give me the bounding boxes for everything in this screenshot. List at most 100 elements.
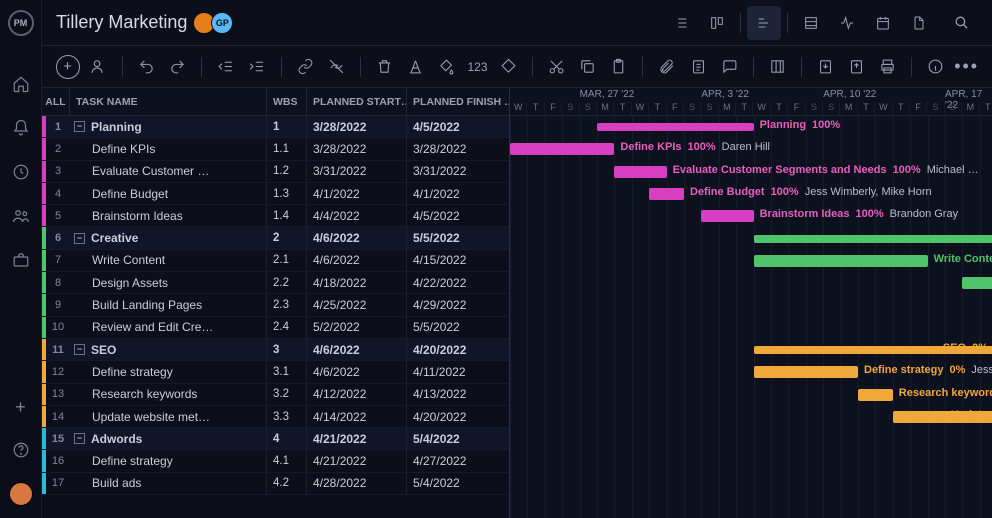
view-list-icon[interactable]: [664, 6, 698, 40]
table-row[interactable]: 7Write Content2.14/6/20224/15/2022: [42, 250, 509, 272]
gantt-bar[interactable]: [597, 123, 754, 131]
more-button[interactable]: •••: [953, 53, 980, 81]
day-label: S: [684, 102, 701, 115]
cut-button[interactable]: [543, 53, 570, 81]
note-button[interactable]: [685, 53, 712, 81]
collapse-icon[interactable]: −: [74, 433, 85, 444]
table-row[interactable]: 3Evaluate Customer …1.23/31/20223/31/202…: [42, 161, 509, 183]
view-sheet-icon[interactable]: [794, 6, 828, 40]
gantt-row: Brainstorm Ideas100%Brandon Gray: [510, 205, 992, 227]
home-icon[interactable]: [11, 74, 31, 94]
task-name: Write Content: [92, 253, 165, 267]
table-row[interactable]: 2Define KPIs1.13/28/20223/28/2022: [42, 138, 509, 160]
col-task[interactable]: TASK NAME: [70, 88, 267, 115]
main-column: Tillery Marketing GP +: [42, 0, 992, 518]
delete-button[interactable]: [371, 53, 398, 81]
add-icon[interactable]: +: [15, 397, 26, 418]
col-wbs[interactable]: WBS: [267, 88, 307, 115]
table-row[interactable]: 14Update website met…3.34/14/20224/20/20…: [42, 406, 509, 428]
table-row[interactable]: 9Build Landing Pages2.34/25/20224/29/202…: [42, 294, 509, 316]
add-task-button[interactable]: +: [54, 53, 81, 81]
info-button[interactable]: [922, 53, 949, 81]
add-user-button[interactable]: [85, 53, 112, 81]
gantt-row: Evaluate Customer Segments and Needs100%…: [510, 161, 992, 183]
text-style-button[interactable]: [402, 53, 429, 81]
task-name: Update website met…: [92, 410, 210, 424]
search-icon[interactable]: [944, 6, 978, 40]
task-name: Define strategy: [92, 365, 173, 379]
day-label: F: [910, 102, 927, 115]
view-calendar-icon[interactable]: [866, 6, 900, 40]
fill-button[interactable]: [433, 53, 460, 81]
unlink-button[interactable]: [323, 53, 350, 81]
columns-button[interactable]: [764, 53, 791, 81]
people-icon[interactable]: [11, 206, 31, 226]
briefcase-icon[interactable]: [11, 250, 31, 270]
gantt-bar[interactable]: [858, 389, 893, 401]
day-label: M: [719, 102, 736, 115]
export-button[interactable]: [843, 53, 870, 81]
day-label: M: [840, 102, 857, 115]
gantt-bar[interactable]: [754, 255, 928, 267]
table-row[interactable]: 15−Adwords44/21/20225/4/2022: [42, 428, 509, 450]
gantt-row: Define KPIs100%Daren Hill: [510, 138, 992, 160]
outdent-button[interactable]: [212, 53, 239, 81]
table-row[interactable]: 13Research keywords3.24/12/20224/13/2022: [42, 384, 509, 406]
copy-button[interactable]: [574, 53, 601, 81]
undo-button[interactable]: [133, 53, 160, 81]
gantt-canvas[interactable]: Planning100%Define KPIs100%Daren HillEva…: [510, 116, 992, 518]
collapse-icon[interactable]: −: [74, 344, 85, 355]
table-row[interactable]: 5Brainstorm Ideas1.44/4/20224/5/2022: [42, 205, 509, 227]
collapse-icon[interactable]: −: [74, 233, 85, 244]
task-name: Define KPIs: [92, 142, 155, 156]
gantt-bar[interactable]: [701, 210, 753, 222]
table-row[interactable]: 4Define Budget1.34/1/20224/1/2022: [42, 183, 509, 205]
import-button[interactable]: [812, 53, 839, 81]
attach-button[interactable]: [653, 53, 680, 81]
bar-label: Define Budget100%Jess Wimberly, Mike Hor…: [690, 186, 932, 198]
col-start[interactable]: PLANNED START…: [307, 88, 407, 115]
gantt-bar[interactable]: [649, 188, 684, 200]
indent-button[interactable]: [243, 53, 270, 81]
task-name: Brainstorm Ideas: [92, 209, 183, 223]
table-row[interactable]: 12Define strategy3.14/6/20224/11/2022: [42, 361, 509, 383]
view-board-icon[interactable]: [700, 6, 734, 40]
view-activity-icon[interactable]: [830, 6, 864, 40]
day-label: S: [701, 102, 718, 115]
clock-icon[interactable]: [11, 162, 31, 182]
col-index[interactable]: ALL: [42, 88, 70, 115]
table-row[interactable]: 1−Planning13/28/20224/5/2022: [42, 116, 509, 138]
gantt-bar[interactable]: [614, 166, 666, 178]
task-name: Build ads: [92, 476, 141, 490]
table-row[interactable]: 10Review and Edit Cre…2.45/2/20225/5/202…: [42, 317, 509, 339]
avatar-stack[interactable]: GP: [197, 12, 233, 34]
gantt-bar[interactable]: [510, 143, 614, 155]
task-name: Adwords: [91, 432, 142, 446]
view-file-icon[interactable]: [902, 6, 936, 40]
paste-button[interactable]: [605, 53, 632, 81]
help-icon[interactable]: [11, 440, 31, 460]
bell-icon[interactable]: [11, 118, 31, 138]
collapse-icon[interactable]: −: [74, 121, 85, 132]
gantt-bar[interactable]: [962, 277, 992, 289]
col-finish[interactable]: PLANNED FINISH …: [407, 88, 509, 115]
comment-button[interactable]: [716, 53, 743, 81]
number-format-button[interactable]: 123: [464, 53, 491, 81]
user-avatar[interactable]: [9, 482, 33, 506]
table-row[interactable]: 8Design Assets2.24/18/20224/22/2022: [42, 272, 509, 294]
clear-format-button[interactable]: [495, 53, 522, 81]
app-logo[interactable]: PM: [8, 10, 34, 36]
toolbar: + 123: [42, 46, 992, 88]
gantt-bar[interactable]: [754, 366, 858, 378]
gantt-bar[interactable]: [754, 235, 992, 243]
gantt-row: Research keywords0%Dare: [510, 384, 992, 406]
header-bar: Tillery Marketing GP: [42, 0, 992, 46]
table-row[interactable]: 11−SEO34/6/20224/20/2022: [42, 339, 509, 361]
print-button[interactable]: [874, 53, 901, 81]
view-gantt-icon[interactable]: [747, 6, 781, 40]
link-button[interactable]: [291, 53, 318, 81]
table-row[interactable]: 16Define strategy4.14/21/20224/27/2022: [42, 450, 509, 472]
table-row[interactable]: 6−Creative24/6/20225/5/2022: [42, 227, 509, 249]
redo-button[interactable]: [164, 53, 191, 81]
table-row[interactable]: 17Build ads4.24/28/20225/4/2022: [42, 473, 509, 495]
